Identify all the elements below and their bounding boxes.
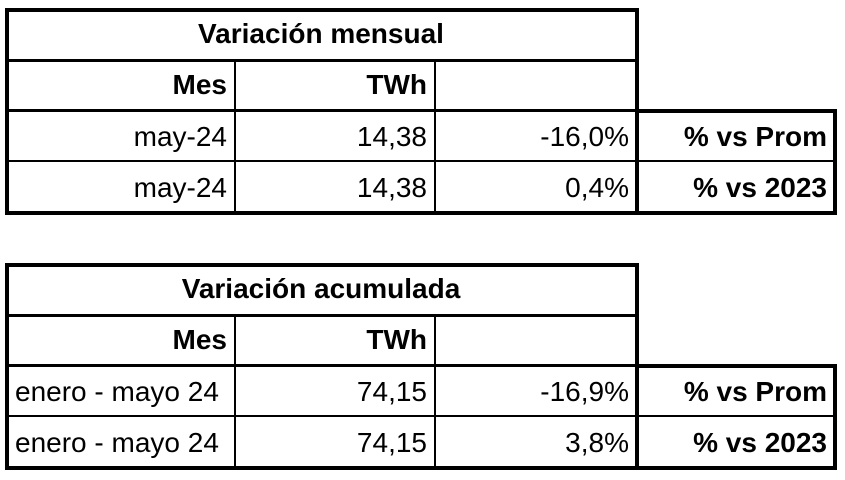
month-cell: enero - mayo 24 [15, 426, 219, 458]
percent-cell: 3,8% [565, 426, 629, 458]
label-frame [635, 364, 837, 470]
row-line [635, 160, 837, 162]
month-cell: may-24 [133, 171, 227, 203]
column-line [434, 60, 436, 213]
label-frame [635, 109, 837, 215]
row-line [5, 160, 639, 162]
row-line [5, 364, 639, 367]
row-line [5, 314, 639, 317]
table-title: Variación mensual [198, 18, 444, 49]
column-header: Mes [172, 324, 227, 355]
column-header: Mes [172, 69, 227, 100]
row-line [635, 415, 837, 417]
month-cell: enero - mayo 24 [15, 375, 219, 407]
row-label: % vs Prom [683, 120, 827, 152]
percent-cell: -16,0% [540, 120, 629, 152]
row-label: % vs 2023 [693, 426, 827, 458]
percent-cell: 0,4% [565, 171, 629, 203]
table-title: Variación acumulada [181, 273, 461, 304]
twh-cell: 14,38 [356, 171, 427, 203]
twh-cell: 74,15 [356, 375, 427, 407]
row-label: % vs 2023 [693, 171, 827, 203]
row-label: % vs Prom [683, 375, 827, 407]
percent-cell: -16,9% [540, 375, 629, 407]
row-line [5, 109, 639, 112]
column-line [234, 60, 236, 213]
column-header: TWh [366, 69, 427, 100]
month-cell: may-24 [133, 120, 227, 152]
column-header: TWh [366, 324, 427, 355]
twh-cell: 14,38 [356, 120, 427, 152]
column-line [234, 315, 236, 468]
row-line [5, 415, 639, 417]
twh-cell: 74,15 [356, 426, 427, 458]
column-line [434, 315, 436, 468]
row-line [5, 59, 639, 62]
